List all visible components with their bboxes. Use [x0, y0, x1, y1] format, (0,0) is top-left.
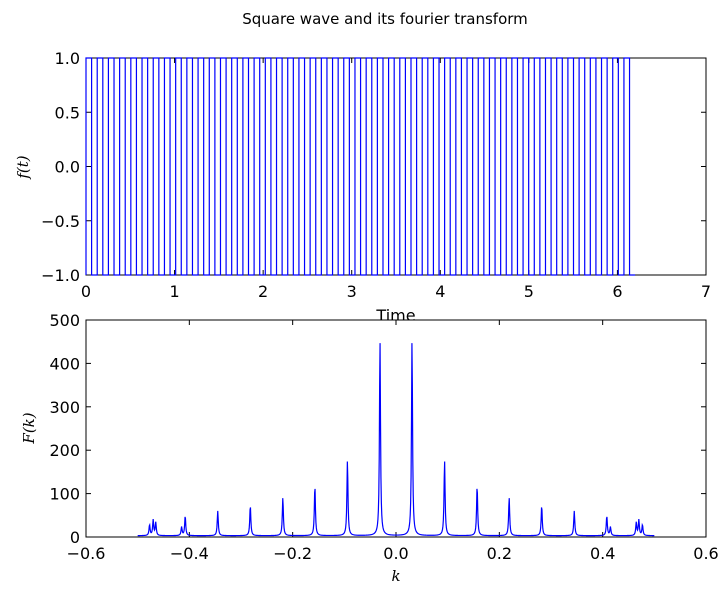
x-tick-label: 5 [524, 282, 534, 301]
fourier-spectrum-series [137, 343, 655, 537]
x-tick-label: −0.4 [170, 544, 209, 563]
x-tick-label: 3 [347, 282, 357, 301]
x-tick-label: 0.2 [487, 544, 512, 563]
x-tick-label: 4 [435, 282, 445, 301]
y-tick-label: 100 [49, 485, 80, 504]
y-tick-label: 300 [49, 398, 80, 417]
freq-y-label: F(k) [20, 412, 38, 444]
time-y-ticks: 1.0 0.5 0.0 −0.5 −1.0 [41, 49, 706, 285]
freq-x-label: k [391, 567, 400, 585]
square-wave-series [85, 57, 636, 276]
y-tick-label: −0.5 [41, 212, 80, 231]
freq-plot-frame [85, 319, 707, 538]
x-tick-label: 0 [81, 282, 91, 301]
time-x-ticks: 0 1 2 3 4 5 6 7 [81, 58, 711, 301]
x-tick-label: −0.6 [67, 544, 106, 563]
x-tick-label: 0.4 [590, 544, 615, 563]
y-tick-label: 1.0 [55, 49, 80, 68]
x-tick-label: 6 [612, 282, 622, 301]
x-tick-label: 1 [169, 282, 179, 301]
y-tick-label: 500 [49, 311, 80, 330]
y-tick-label: 0.0 [55, 158, 80, 177]
x-tick-label: 7 [701, 282, 711, 301]
y-tick-label: 400 [49, 354, 80, 373]
frequency-domain-plot: −0.6 −0.4 −0.2 0.0 0.2 0.4 0.6 500 400 300 200 100… [20, 311, 719, 585]
y-tick-label: −1.0 [41, 266, 80, 285]
y-tick-label: 0.5 [55, 103, 80, 122]
x-tick-label: 0.6 [693, 544, 718, 563]
time-y-label: f(t) [14, 155, 32, 179]
x-tick-label: 2 [258, 282, 268, 301]
figure-title: Square wave and its fourier transform [242, 10, 528, 28]
freq-y-ticks: 500 400 300 200 100 0 [49, 311, 706, 547]
freq-x-ticks: −0.6 −0.4 −0.2 0.0 0.2 0.4 0.6 [67, 320, 719, 563]
x-tick-label: −0.2 [273, 544, 312, 563]
y-tick-label: 200 [49, 441, 80, 460]
y-tick-label: 0 [70, 528, 80, 547]
time-plot-frame [85, 57, 707, 276]
x-tick-label: 0.0 [383, 544, 408, 563]
